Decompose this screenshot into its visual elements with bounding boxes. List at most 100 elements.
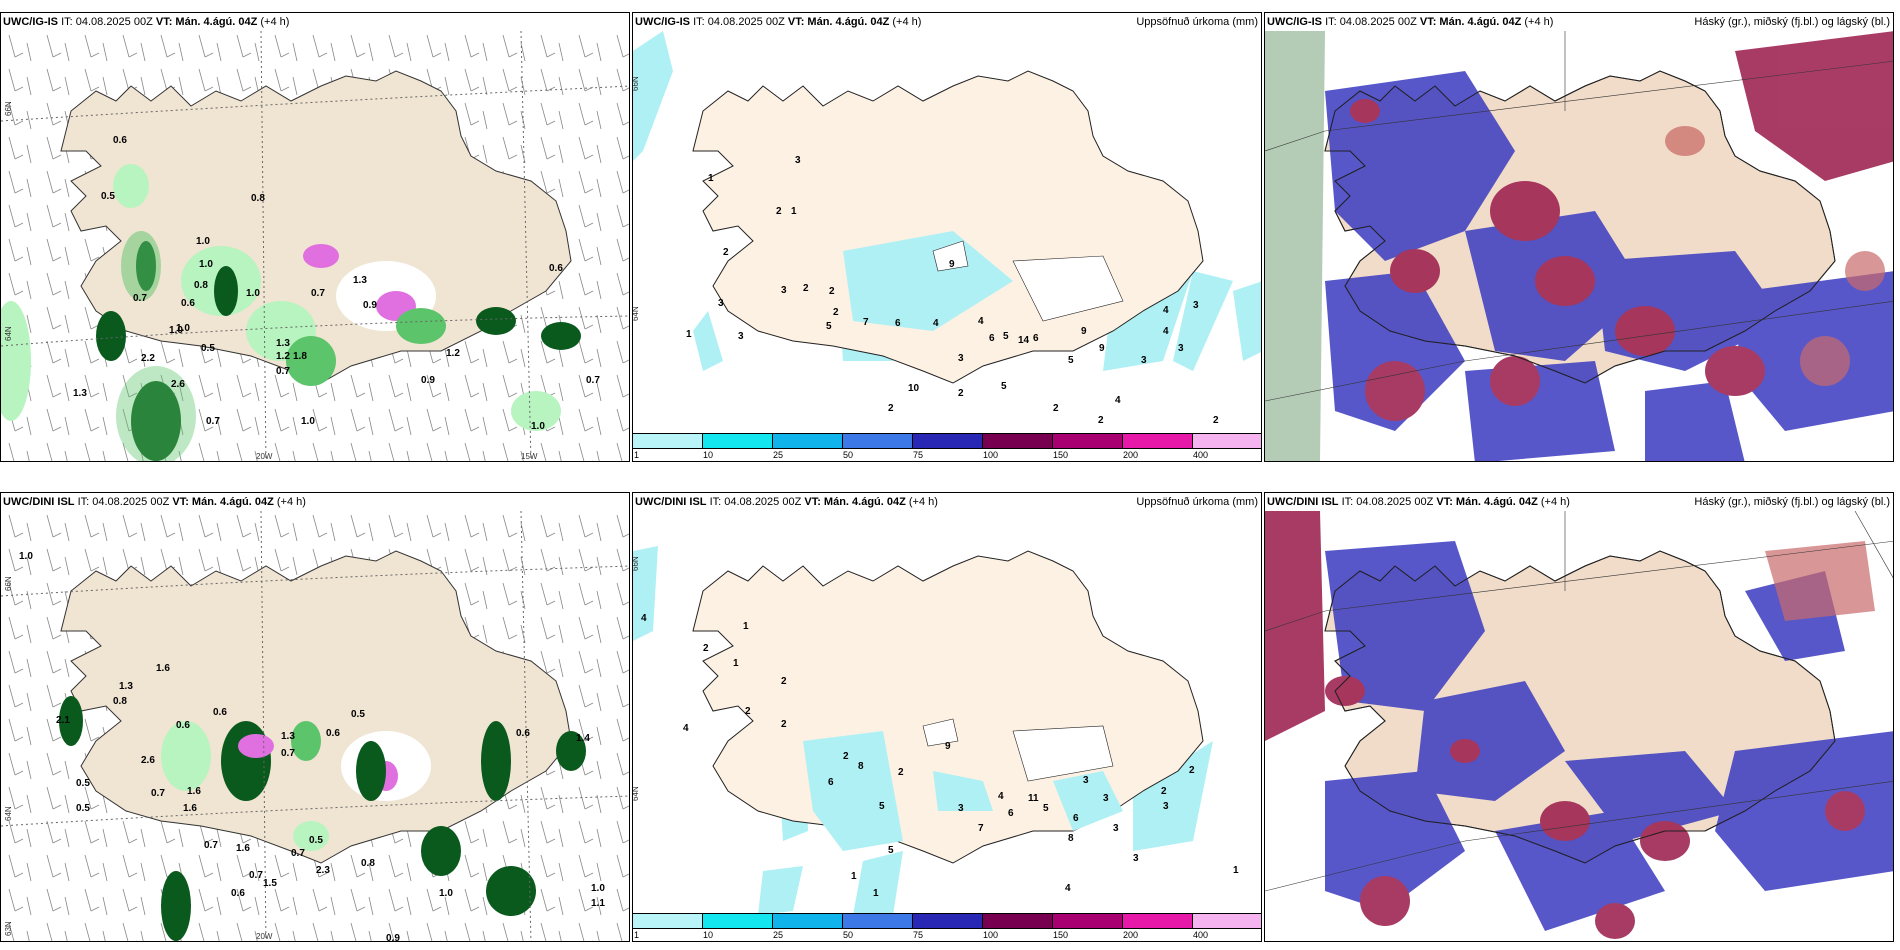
accum-fields-land [843, 231, 1124, 331]
value-label: 5 [888, 845, 894, 856]
value-label: 0.6 [213, 707, 227, 718]
value-label: 2 [958, 388, 964, 399]
precip-values: 0.6 0.5 0.8 1.0 0.8 1.0 0.7 1.3 0.9 1.3 … [73, 135, 600, 432]
value-label: 2 [745, 706, 751, 717]
value-label: 9 [1081, 326, 1087, 337]
value-label: 9 [949, 259, 955, 270]
value-label: 1.0 [301, 416, 315, 427]
panel-header: UWC/DINI ISL IT: 04.08.2025 00Z VT: Mán.… [1, 493, 629, 511]
swatch-2 [703, 434, 773, 448]
colorbar-tick: 150 [1053, 450, 1069, 460]
model-name: UWC/IG-IS [3, 16, 58, 28]
value-label: 6 [1073, 813, 1079, 824]
value-label: 11 [1028, 793, 1039, 804]
value-label: 1.0 [19, 551, 33, 562]
lead-time: (+4 h) [276, 496, 306, 508]
value-label: 0.5 [76, 803, 90, 814]
value-label: 6 [989, 333, 995, 344]
panel-header: UWC/IG-IS IT: 04.08.2025 00Z VT: Mán. 4.… [633, 13, 1261, 31]
value-label: 2 [776, 206, 782, 217]
lat-label: 64N [633, 786, 640, 801]
value-label: 6 [1008, 808, 1014, 819]
value-label: 0.5 [351, 709, 365, 720]
value-label: 2 [803, 283, 809, 294]
value-label: 1.0 [246, 288, 260, 299]
valid-time: VT: Mán. 4.ágú. 04Z [1436, 496, 1538, 508]
value-label: 1.0 [169, 325, 183, 336]
init-time: IT: 04.08.2025 00Z [709, 496, 802, 508]
value-label: 2 [843, 751, 849, 762]
value-label: 1.8 [293, 351, 307, 362]
map-accumulated-precip: 66N 64N 3 1 2 1 2 3 3 2 2 3 1 5 2 7 6 4 … [633, 31, 1261, 461]
map-accumulated-precip: 66N 64N 4 1 2 1 2 2 4 2 2 8 9 6 2 5 3 4 … [633, 511, 1261, 941]
value-label: 0.7 [291, 848, 305, 859]
value-label: 0.9 [386, 933, 400, 942]
value-label: 0.6 [181, 298, 195, 309]
field-title: Háský (gr.), miðský (fj.bl.) og lágský (… [1694, 16, 1890, 28]
value-label: 14 [1018, 335, 1030, 346]
colorbar-tick: 400 [1193, 450, 1209, 460]
value-label: 0.8 [194, 280, 208, 291]
panel-dini-wind-precip: UWC/DINI ISL IT: 04.08.2025 00Z VT: Mán.… [0, 492, 630, 942]
value-label: 3 [1141, 355, 1147, 366]
valid-time: VT: Mán. 4.ágú. 04Z [155, 16, 258, 28]
colorbar-tick: 200 [1123, 450, 1139, 460]
panel-igis-wind-precip: UWC/IG-IS IT: 04.08.2025 00Z VT: Mán. 4.… [0, 12, 630, 462]
value-label: 1.3 [119, 681, 133, 692]
lat-label: 66N [633, 556, 640, 571]
value-label: 0.7 [249, 870, 263, 881]
value-label: 0.8 [113, 696, 127, 707]
swatch-5 [913, 434, 983, 448]
value-label: 0.5 [309, 835, 323, 846]
value-label: 2.6 [141, 755, 155, 766]
value-label: 3 [1193, 300, 1199, 311]
lon-label: 20W [256, 932, 273, 941]
lead-time: (+4 h) [1540, 496, 1570, 508]
colorbar-tick: 75 [913, 450, 924, 460]
colorbar-tick: 50 [843, 450, 854, 460]
value-label: 1 [733, 658, 739, 669]
value-label: 1 [743, 621, 749, 632]
colorbar-tick: 50 [843, 930, 854, 940]
value-label: 1.0 [439, 888, 453, 899]
colorbar-tick: 1 [634, 930, 640, 940]
value-label: 4 [998, 791, 1004, 802]
panel-igis-accumulated-precip: UWC/IG-IS IT: 04.08.2025 00Z VT: Mán. 4.… [632, 12, 1262, 462]
colorbar-swatches [633, 433, 1261, 449]
value-label: 3 [1103, 793, 1109, 804]
swatch-6 [983, 434, 1053, 448]
value-label: 1.2 [446, 348, 460, 359]
value-label: 2 [1098, 415, 1104, 426]
model-name: UWC/IG-IS [1267, 16, 1322, 28]
value-label: 2.1 [56, 715, 70, 726]
lat-label: 66N [4, 101, 13, 116]
field-title: Uppsöfnuð úrkoma (mm) [1136, 496, 1258, 508]
value-label: 3 [958, 353, 964, 364]
value-label: 1 [708, 173, 714, 184]
panel-header: UWC/DINI ISL IT: 04.08.2025 00Z VT: Mán.… [1265, 493, 1893, 511]
value-label: 7 [978, 823, 984, 834]
value-label: 1 [686, 329, 692, 340]
swatch-6 [983, 914, 1053, 928]
value-label: 3 [1178, 343, 1184, 354]
value-label: 1 [873, 888, 879, 899]
value-label: 3 [738, 331, 744, 342]
colorbar-swatches [633, 913, 1261, 929]
panel-dini-accumulated-precip: UWC/DINI ISL IT: 04.08.2025 00Z VT: Mán.… [632, 492, 1262, 942]
value-label: 0.7 [206, 416, 220, 427]
map-clouds [1265, 31, 1893, 461]
precip-colorbar: 1 10 25 50 75 100 150 200 400 [633, 433, 1261, 461]
panel-header: UWC/IG-IS IT: 04.08.2025 00Z VT: Mán. 4.… [1265, 13, 1893, 31]
value-label: 1.3 [73, 388, 87, 399]
value-label: 1.1 [591, 898, 605, 909]
cloud-fields [1265, 511, 1893, 939]
colorbar-tick: 25 [773, 930, 784, 940]
value-label: 5 [879, 801, 885, 812]
value-label: 0.5 [201, 343, 215, 354]
value-label: 3 [1083, 775, 1089, 786]
value-label: 0.7 [204, 840, 218, 851]
value-label: 1.2 [276, 351, 290, 362]
value-label: 0.6 [326, 728, 340, 739]
value-label: 3 [1133, 853, 1139, 864]
panel-header: UWC/IG-IS IT: 04.08.2025 00Z VT: Mán. 4.… [1, 13, 629, 31]
